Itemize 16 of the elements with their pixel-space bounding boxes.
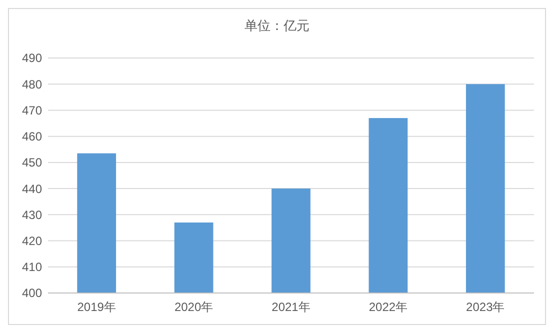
x-tick-label: 2021年 xyxy=(272,300,310,314)
chart-title: 单位：亿元 xyxy=(244,18,310,33)
y-tick-label: 440 xyxy=(22,182,42,196)
y-tick-label: 400 xyxy=(22,286,42,300)
y-tick-label: 470 xyxy=(22,103,42,118)
y-tick-label: 460 xyxy=(22,130,42,144)
y-tick-label: 480 xyxy=(22,77,42,92)
y-tick-label: 490 xyxy=(22,51,42,66)
y-tick-label: 450 xyxy=(22,156,42,170)
x-tick-label: 2019年 xyxy=(77,300,116,314)
y-tick-label: 410 xyxy=(22,260,42,274)
x-tick-label: 2022年 xyxy=(368,300,408,314)
x-tick-label: 2020年 xyxy=(174,300,214,314)
x-tick-label: 2023年 xyxy=(466,300,505,314)
y-tick-label: 430 xyxy=(22,208,42,222)
y-tick-label: 420 xyxy=(22,234,42,248)
